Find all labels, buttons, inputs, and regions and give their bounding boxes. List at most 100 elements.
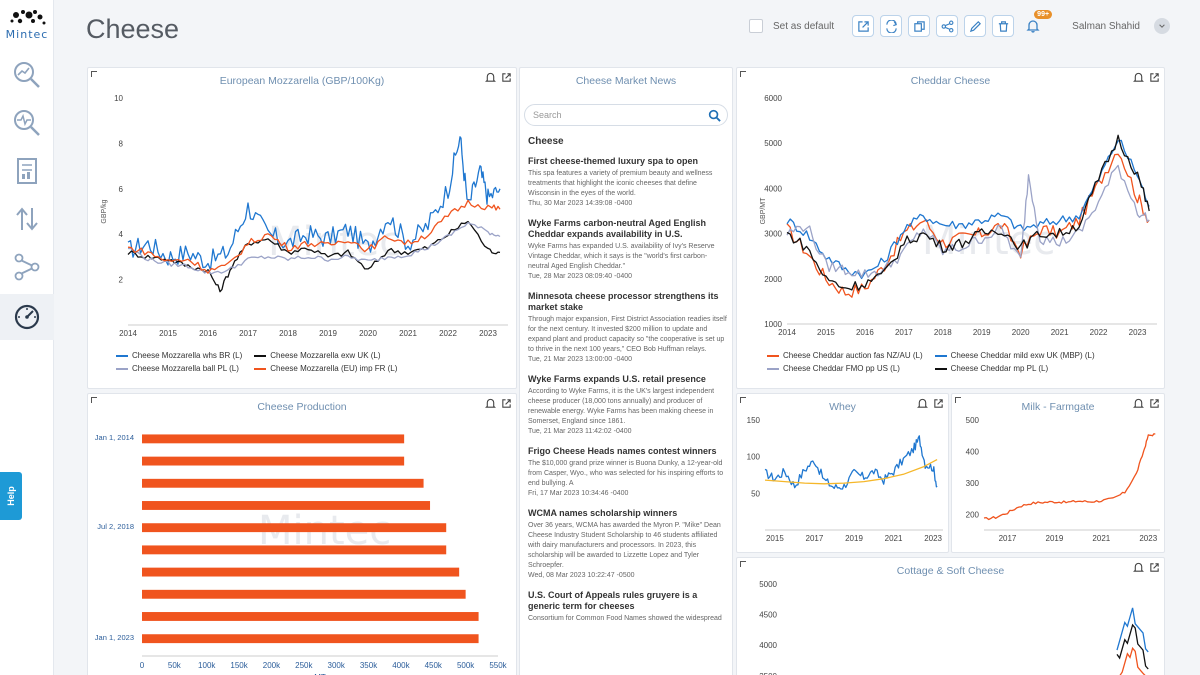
mintec-logo-icon[interactable] xyxy=(4,6,50,46)
x-tick-label: 2016 xyxy=(199,329,217,338)
legend-swatch xyxy=(254,367,267,370)
news-headline[interactable]: First cheese-themed luxury spa to open xyxy=(528,156,699,166)
sidebar-item-reports[interactable] xyxy=(0,148,54,194)
news-item[interactable]: Wyke Farms carbon-neutral Aged English C… xyxy=(528,218,728,282)
news-headline[interactable]: Wyke Farms carbon-neutral Aged English C… xyxy=(528,218,707,239)
news-item[interactable]: Wyke Farms expands U.S. retail presence A… xyxy=(528,374,728,437)
y-tick-label: 10 xyxy=(114,94,123,103)
bell-icon[interactable] xyxy=(1133,72,1144,83)
legend-item[interactable]: Cheese Mozzarella exw UK (L) xyxy=(254,351,397,360)
y-tick-label: Jan 1, 2023 xyxy=(95,633,134,642)
search-icon[interactable] xyxy=(708,109,721,122)
set-default-checkbox[interactable] xyxy=(749,19,764,33)
sidebar-item-trade[interactable] xyxy=(0,196,54,242)
sidebar-item-dashboards[interactable] xyxy=(0,294,54,340)
share-button[interactable] xyxy=(936,15,959,37)
expand-corner-icon[interactable] xyxy=(740,71,746,77)
legend-swatch xyxy=(116,354,128,357)
bell-icon[interactable] xyxy=(485,398,496,409)
news-search-input[interactable]: Search xyxy=(524,104,728,126)
user-menu-button[interactable] xyxy=(1154,18,1170,34)
help-button[interactable]: Help xyxy=(0,472,22,520)
x-tick-label: 2020 xyxy=(359,329,377,338)
cottage-chart: 3500 4000 4500 5000 xyxy=(759,580,1149,675)
news-headline[interactable]: WCMA names scholarship winners xyxy=(528,508,678,518)
legend-item[interactable]: Cheese Mozzarella whs BR (L) xyxy=(116,351,242,360)
news-item[interactable]: Minnesota cheese processor strengthens i… xyxy=(528,291,728,365)
external-link-icon[interactable] xyxy=(1149,562,1160,573)
legend-item[interactable]: Cheese Cheddar mp PL (L) xyxy=(934,364,1095,373)
y-tick-label: 6 xyxy=(119,185,124,194)
news-headline[interactable]: U.S. Court of Appeals rules gruyere is a… xyxy=(528,590,698,611)
production-bar xyxy=(142,501,431,510)
expand-corner-icon[interactable] xyxy=(740,397,746,403)
mozzarella-panel: European Mozzarella (GBP/100Kg) Mintec 2 4… xyxy=(87,67,517,389)
milk-panel: Milk - Farmgate 200 300 400 500 2017 2019 2021… xyxy=(951,393,1165,553)
sidebar-item-network[interactable] xyxy=(0,244,54,290)
legend-item[interactable]: Cheese Cheddar auction fas NZ/AU (L) xyxy=(767,351,923,360)
panel-title: Cottage & Soft Cheese xyxy=(896,565,1005,577)
news-item[interactable]: First cheese-themed luxury spa to open Th… xyxy=(528,156,728,209)
legend-item[interactable]: Cheese Mozzarella (EU) imp FR (L) xyxy=(254,364,397,373)
bell-icon[interactable] xyxy=(1133,398,1144,409)
news-item[interactable]: WCMA names scholarship winners Over 36 ye… xyxy=(528,508,728,581)
open-external-button[interactable] xyxy=(852,15,875,37)
legend-item[interactable]: Cheese Mozzarella ball PL (L) xyxy=(116,364,242,373)
legend-label: Cheese Mozzarella ball PL (L) xyxy=(132,364,239,373)
x-tick-label: 2023 xyxy=(1129,328,1147,337)
series-line xyxy=(786,153,1150,298)
legend-item[interactable]: Cheese Cheddar FMO pp US (L) xyxy=(767,364,923,373)
sidebar-item-market-monitor[interactable] xyxy=(0,100,54,146)
duplicate-button[interactable] xyxy=(908,15,931,37)
legend-item[interactable]: Cheese Cheddar mild exw UK (MBP) (L) xyxy=(934,351,1095,360)
production-bar xyxy=(142,523,447,533)
network-icon xyxy=(14,253,40,281)
expand-corner-icon[interactable] xyxy=(955,397,961,403)
user-name[interactable]: Salman Shahid xyxy=(1072,20,1140,32)
production-bar xyxy=(142,545,447,555)
external-link-icon[interactable] xyxy=(1149,398,1160,409)
bell-icon xyxy=(1026,20,1040,33)
series-line xyxy=(127,199,501,274)
y-tick-label: 4000 xyxy=(759,641,777,650)
external-link-icon[interactable] xyxy=(933,398,944,409)
delete-button[interactable] xyxy=(992,15,1015,37)
bell-icon[interactable] xyxy=(1133,562,1144,573)
external-link-icon[interactable] xyxy=(1149,72,1160,83)
bell-icon[interactable] xyxy=(485,72,496,83)
series-line xyxy=(127,221,501,275)
cheddar-panel: Cheddar Cheese Mintec 1000 2000 3000 4000 500… xyxy=(736,67,1165,389)
bell-icon[interactable] xyxy=(917,398,928,409)
external-link-icon[interactable] xyxy=(501,398,512,409)
y-tick-label: 100 xyxy=(747,453,761,462)
x-tick-label: 150k xyxy=(230,661,248,670)
mozzarella-legend: Cheese Mozzarella whs BR (L) Cheese Mozza… xyxy=(116,351,397,373)
refresh-button[interactable] xyxy=(880,15,903,37)
x-tick-label: 2014 xyxy=(119,329,137,338)
news-headline[interactable]: Frigo Cheese Heads names contest winners xyxy=(528,446,717,456)
x-tick-label: 2022 xyxy=(1090,328,1108,337)
news-item[interactable]: U.S. Court of Appeals rules gruyere is a… xyxy=(528,590,728,624)
report-icon xyxy=(17,158,37,184)
y-tick-label: Jan 1, 2014 xyxy=(95,433,134,442)
news-headline[interactable]: Wyke Farms expands U.S. retail presence xyxy=(528,374,706,384)
news-item[interactable]: Frigo Cheese Heads names contest winners… xyxy=(528,446,728,499)
external-link-icon[interactable] xyxy=(501,72,512,83)
x-tick-label: 2017 xyxy=(806,534,824,543)
sidebar-item-analytics[interactable] xyxy=(0,52,54,98)
x-tick-label: 2021 xyxy=(1092,534,1110,543)
y-tick-label: 200 xyxy=(966,510,980,519)
y-tick-label: 3000 xyxy=(764,230,782,239)
news-date: Thu, 30 Mar 2023 14:39:08 -0400 xyxy=(528,200,633,207)
expand-corner-icon[interactable] xyxy=(91,71,97,77)
x-tick-label: 2017 xyxy=(895,328,913,337)
edit-button[interactable] xyxy=(964,15,987,37)
news-headline[interactable]: Minnesota cheese processor strengthens i… xyxy=(528,291,719,312)
x-tick-label: 2021 xyxy=(1051,328,1069,337)
y-tick-label: 400 xyxy=(966,447,980,456)
expand-corner-icon[interactable] xyxy=(740,561,746,567)
notifications-button[interactable]: 99+ xyxy=(1022,10,1053,37)
panel-title: European Mozzarella (GBP/100Kg) xyxy=(219,75,385,87)
expand-corner-icon[interactable] xyxy=(91,397,97,403)
legend-label: Cheese Cheddar mild exw UK (MBP) (L) xyxy=(950,351,1095,360)
